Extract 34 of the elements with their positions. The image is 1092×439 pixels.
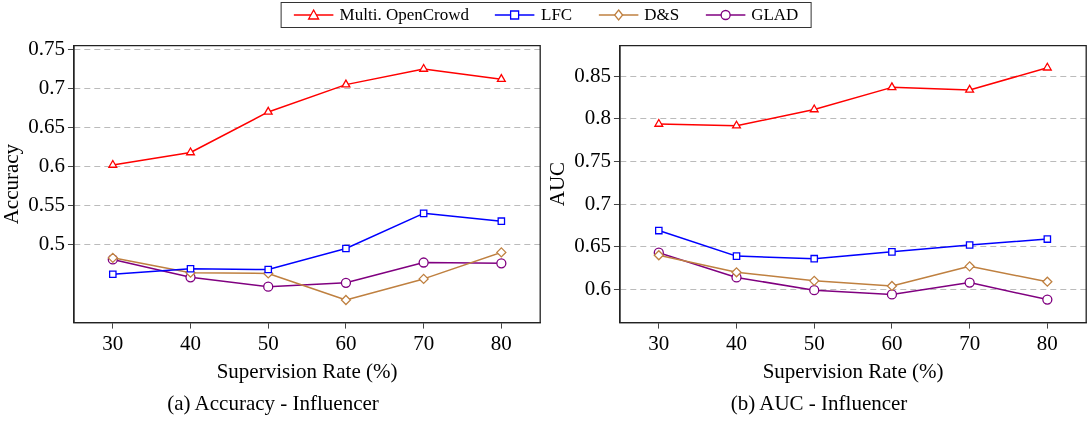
x-tick-label: 30 — [648, 330, 670, 355]
y-tick-label: 0.75 — [574, 148, 611, 173]
y-tick-label: 0.8 — [584, 105, 611, 130]
y-tick-label: 0.7 — [38, 75, 65, 100]
y-axis-title: Accuracy — [0, 143, 24, 225]
text: (b) AUC - Influencer — [729, 391, 909, 416]
x-tick-label: 70 — [959, 330, 981, 355]
y-tick-label: 0.7 — [584, 190, 611, 215]
x-tick-label: 60 — [335, 330, 357, 355]
y-tick-label: 0.6 — [584, 275, 611, 300]
x-tick-label: 30 — [102, 330, 124, 355]
x-tick-label: 80 — [490, 330, 512, 355]
y-tick-label: 0.85 — [574, 62, 611, 87]
x-tick-label: 50 — [803, 330, 825, 355]
y-tick-label: 0.65 — [574, 233, 611, 258]
legend-label: LFC — [541, 5, 573, 25]
text: (a) Accuracy - Influencer — [166, 391, 380, 416]
x-tick-label: 40 — [180, 330, 202, 355]
x-tick-label: 70 — [413, 330, 435, 355]
y-tick-label: 0.65 — [28, 114, 65, 139]
y-axis-title: AUC — [545, 161, 570, 207]
x-axis-title: Supervision Rate (%) — [216, 358, 398, 383]
x-tick-label: 40 — [726, 330, 748, 355]
y-tick-label: 0.5 — [38, 231, 65, 256]
x-tick-label: 60 — [881, 330, 903, 355]
y-tick-label: 0.55 — [28, 192, 65, 217]
legend-label: Multi. OpenCrowd — [339, 5, 470, 25]
legend-label: D&S — [644, 5, 680, 25]
x-tick-label: 80 — [1036, 330, 1058, 355]
legend-label: GLAD — [751, 5, 799, 25]
y-tick-label: 0.75 — [28, 36, 65, 61]
x-axis-title: Supervision Rate (%) — [762, 358, 944, 383]
y-tick-label: 0.6 — [38, 153, 65, 178]
x-tick-label: 50 — [257, 330, 279, 355]
